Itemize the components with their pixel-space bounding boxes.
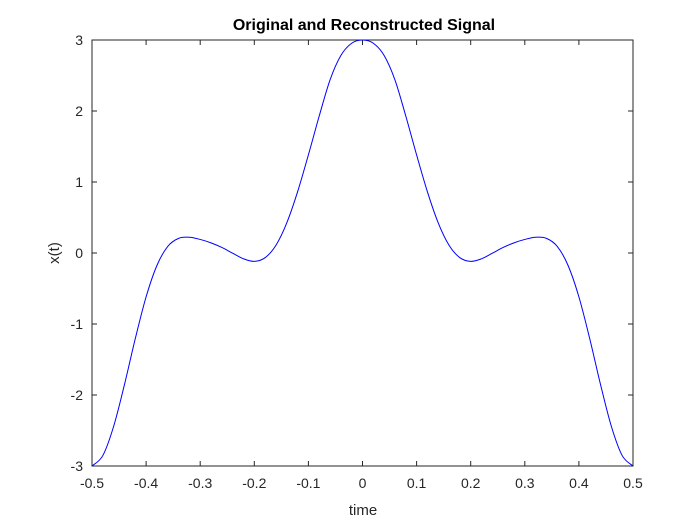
y-tick-label: 0 bbox=[75, 245, 83, 261]
x-tick-label: 0 bbox=[359, 475, 367, 491]
y-tick-label: -3 bbox=[71, 458, 84, 474]
x-tick-label: 0.5 bbox=[623, 475, 643, 491]
chart-title: Original and Reconstructed Signal bbox=[233, 17, 495, 34]
x-tick-label: -0.3 bbox=[188, 475, 212, 491]
x-tick-label: 0.1 bbox=[407, 475, 427, 491]
x-tick-label: -0.4 bbox=[134, 475, 158, 491]
x-tick-label: 0.4 bbox=[569, 475, 589, 491]
x-tick-label: -0.1 bbox=[296, 475, 320, 491]
y-tick-label: 1 bbox=[75, 174, 83, 190]
y-tick-label: -2 bbox=[71, 387, 84, 403]
x-axis-label: time bbox=[349, 502, 377, 519]
y-tick-label: 3 bbox=[75, 32, 83, 48]
plot-frame bbox=[92, 40, 633, 466]
x-tick-label: 0.3 bbox=[515, 475, 535, 491]
x-tick-label: 0.2 bbox=[461, 475, 481, 491]
x-tick-label: -0.2 bbox=[242, 475, 266, 491]
y-tick-label: -1 bbox=[71, 316, 84, 332]
y-tick-label: 2 bbox=[75, 103, 83, 119]
y-axis-label: x(t) bbox=[46, 242, 63, 264]
x-tick-label: -0.5 bbox=[80, 475, 104, 491]
